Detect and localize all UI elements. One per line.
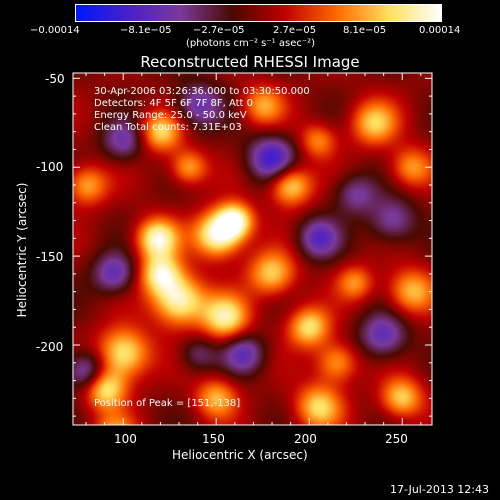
y-tick-label-neg200: -200: [36, 340, 64, 354]
y-axis-label: Heliocentric Y (arcsec): [15, 182, 29, 318]
y-tick-label-neg150: -150: [36, 250, 64, 264]
chart-title: Reconstructed RHESSI Image: [140, 53, 360, 71]
colorbar-tick-3: 2.7e−05: [273, 25, 317, 36]
annotation-counts: Clean Total counts: 7.31E+03: [94, 122, 242, 133]
colorbar-tick-4: 8.1e−05: [343, 25, 387, 36]
colorbar-tick-0: −0.00014: [30, 25, 80, 36]
x-tick-label-200: 200: [294, 432, 317, 446]
annotation-energy-range: Energy Range: 25.0 - 50.0 keV: [94, 110, 247, 121]
colorbar-gradient: [75, 4, 442, 22]
x-tick-label-150: 150: [202, 432, 225, 446]
y-tick-label-neg50: -50: [45, 72, 65, 86]
render-timestamp: 17-Jul-2013 12:43: [390, 483, 490, 496]
colorbar-tick-1: −8.1e−05: [120, 25, 172, 36]
colorbar-tick-2: −2.7e−05: [193, 25, 245, 36]
y-tick-label-neg100: -100: [36, 160, 64, 174]
colorbar-tick-5: 0.00014: [419, 25, 461, 36]
annotation-detectors: Detectors: 4F 5F 6F 7F 8F, Att 0: [94, 98, 254, 109]
x-tick-label-100: 100: [114, 432, 137, 446]
annotation-time-range: 30-Apr-2006 03:26:36.000 to 03:30:50.000: [94, 86, 310, 97]
annotation-peak-position: Position of Peak = [151,-138]: [94, 398, 241, 409]
x-tick-label-250: 250: [385, 432, 408, 446]
colorbar-units: (photons cm⁻² s⁻¹ asec⁻²): [186, 38, 316, 49]
x-axis-label: Heliocentric X (arcsec): [172, 448, 308, 462]
